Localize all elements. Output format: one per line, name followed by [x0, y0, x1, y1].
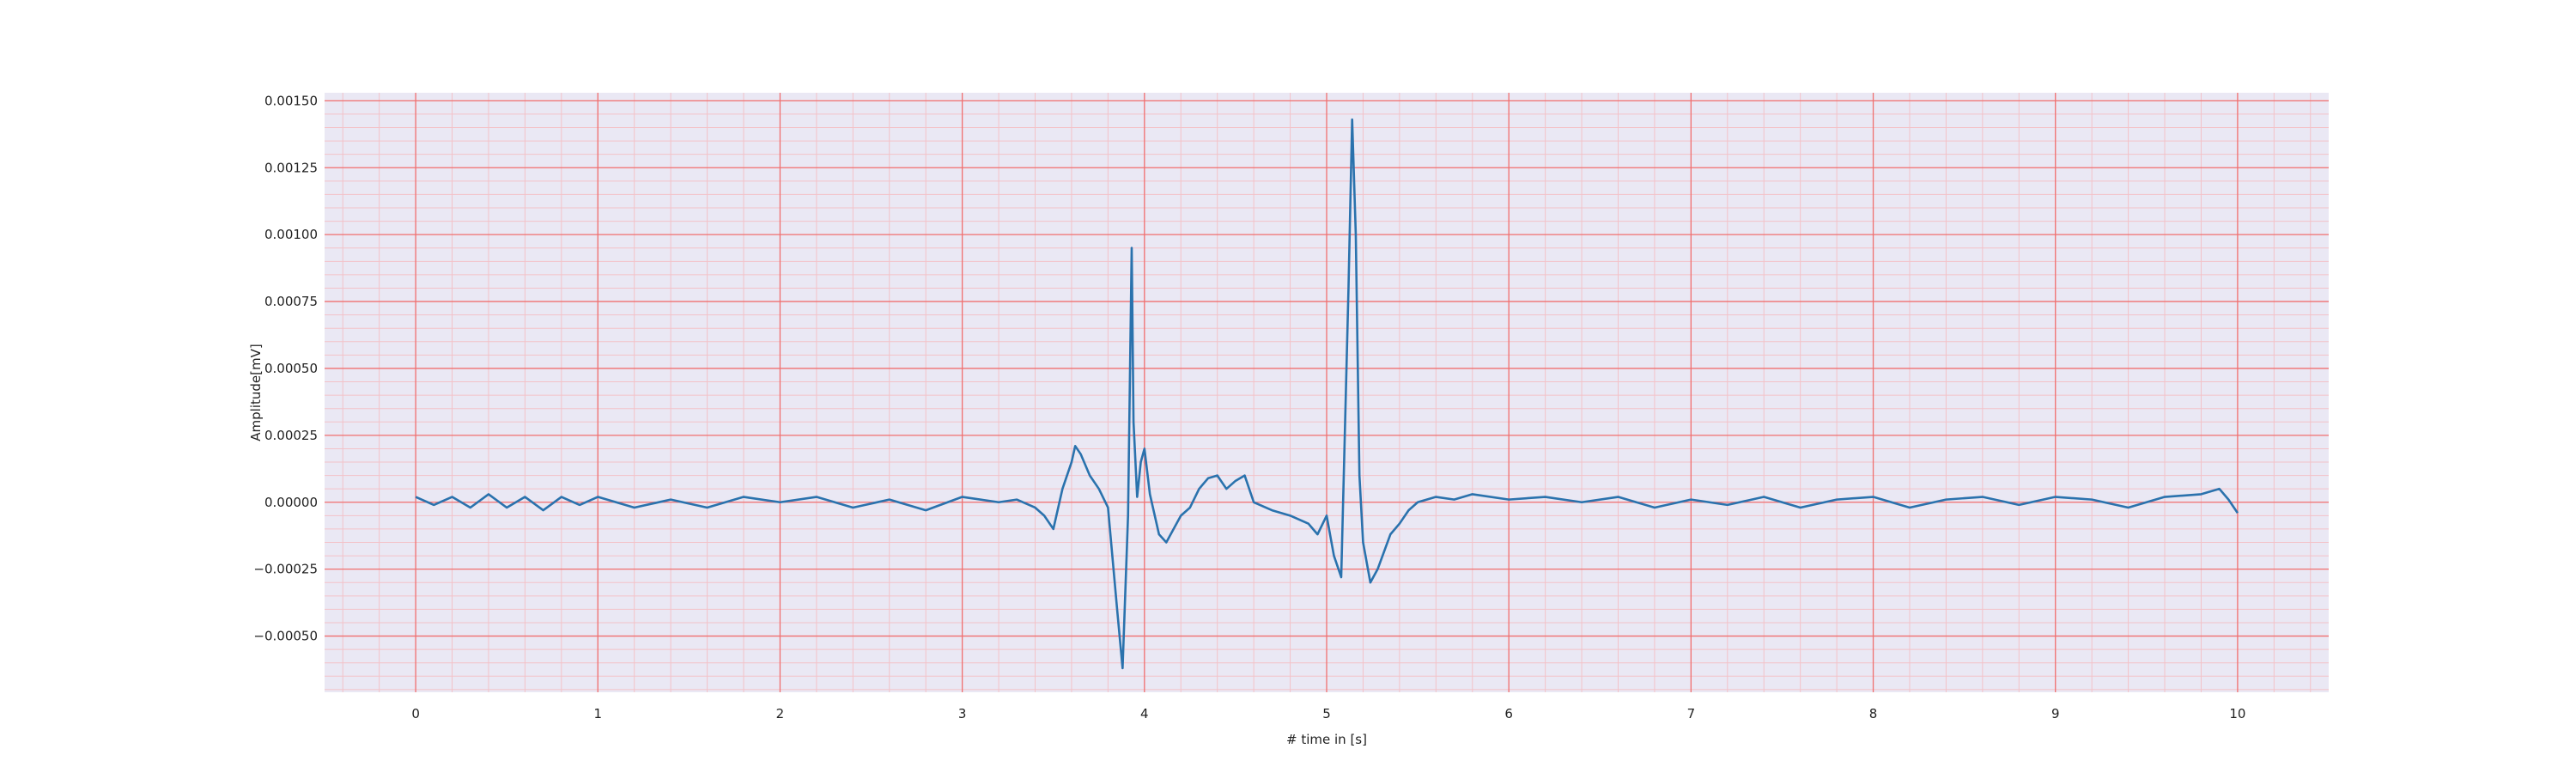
y-tick-label-1: −0.00025: [253, 562, 318, 577]
series-layer: [415, 118, 2239, 670]
y-tick-label-2: 0.00000: [264, 495, 318, 510]
x-tick-label-10: 10: [2229, 706, 2245, 721]
x-tick-label-0: 0: [411, 706, 420, 721]
x-tick-label-6: 6: [1504, 706, 1513, 721]
x-axis-label: # time in [s]: [1286, 732, 1367, 747]
x-tick-label-4: 4: [1140, 706, 1149, 721]
x-tick-label-5: 5: [1322, 706, 1331, 721]
y-tick-label-0: −0.00050: [253, 629, 318, 644]
x-tick-label-9: 9: [2051, 706, 2060, 721]
x-tick-label-2: 2: [776, 706, 785, 721]
x-tick-label-7: 7: [1687, 706, 1696, 721]
x-axis-ticks: 0 1 2 3 4 5 6 7 8 9 10: [411, 706, 2245, 721]
series-line-0: [415, 118, 2239, 670]
y-tick-label-8: 0.00150: [264, 93, 318, 108]
x-tick-label-8: 8: [1869, 706, 1878, 721]
y-tick-label-3: 0.00025: [264, 428, 318, 443]
y-tick-label-7: 0.00125: [264, 160, 318, 175]
x-tick-label-1: 1: [593, 706, 602, 721]
major-grid: [325, 93, 2329, 692]
x-tick-label-3: 3: [958, 706, 967, 721]
y-tick-label-6: 0.00100: [264, 227, 318, 242]
y-axis-label: Amplitude[mV]: [248, 344, 264, 441]
y-tick-label-4: 0.00050: [264, 361, 318, 376]
y-axis-ticks: −0.00050 −0.00025 0.00000 0.00025 0.00050 0.0…: [253, 93, 318, 643]
y-tick-label-5: 0.00075: [264, 294, 318, 309]
